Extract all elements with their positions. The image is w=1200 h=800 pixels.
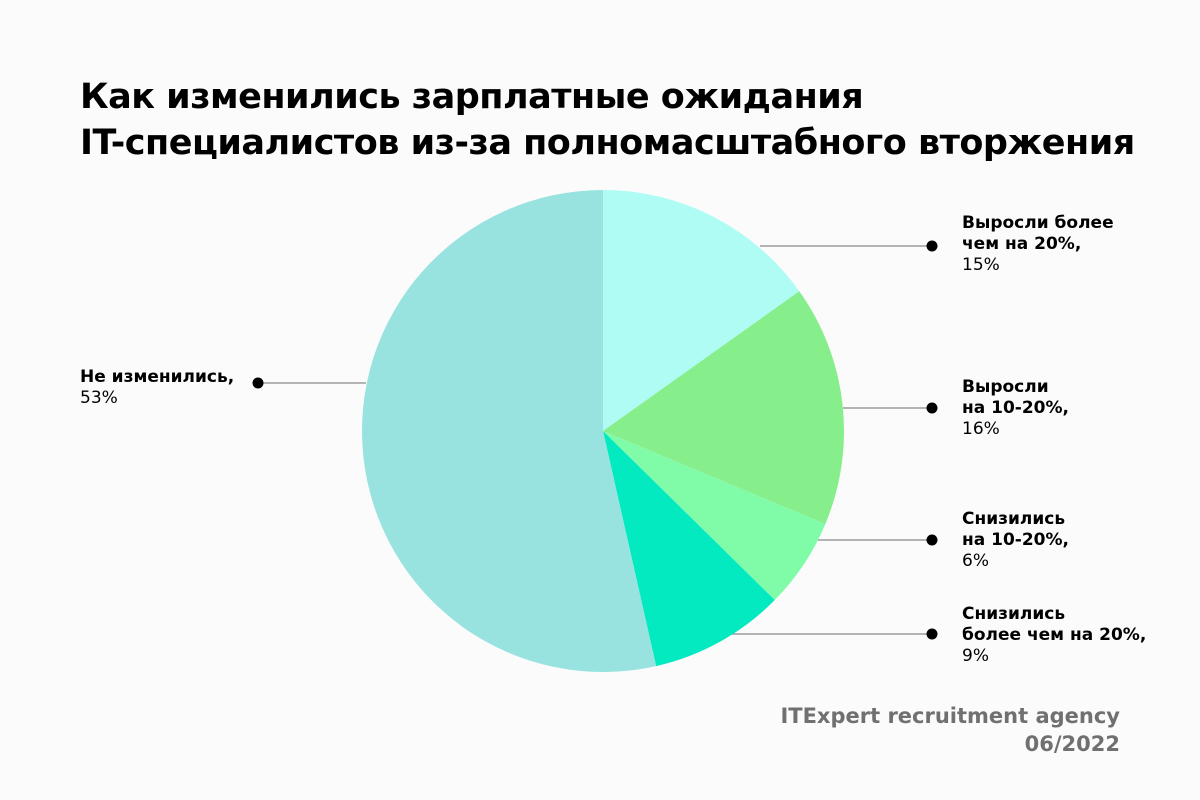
chart-title: Как изменились зарплатные ожидания IT-сп… (80, 74, 1135, 166)
pie-slice (603, 431, 775, 667)
label-unchanged: Не изменились, 53% (80, 367, 235, 408)
source-date: 06/2022 (1024, 732, 1120, 756)
leader-dot (926, 628, 938, 640)
leader-dot (926, 402, 938, 414)
leader-dot (926, 534, 938, 546)
label-grew-10-20: Выросли на 10-20%, 16% (962, 377, 1069, 439)
label-dropped-over-20: Снизились более чем на 20%, 9% (962, 604, 1147, 666)
label-grew-over-20: Выросли более чем на 20%, 15% (962, 213, 1114, 275)
title-line-1: Как изменились зарплатные ожидания (80, 77, 864, 117)
leader-dot (252, 377, 264, 389)
pie-slice (603, 190, 800, 431)
pie-slice (362, 190, 657, 672)
pie-slice (603, 291, 845, 525)
source-footer: ITExpert recruitment agency 06/2022 (780, 702, 1120, 758)
title-line-2: IT-специалистов из-за полномасштабного в… (80, 123, 1135, 163)
label-dropped-10-20: Снизились на 10-20%, 6% (962, 509, 1069, 571)
source-name: ITExpert recruitment agency (780, 704, 1120, 728)
leader-dot (926, 240, 938, 252)
pie-slice (603, 431, 826, 601)
